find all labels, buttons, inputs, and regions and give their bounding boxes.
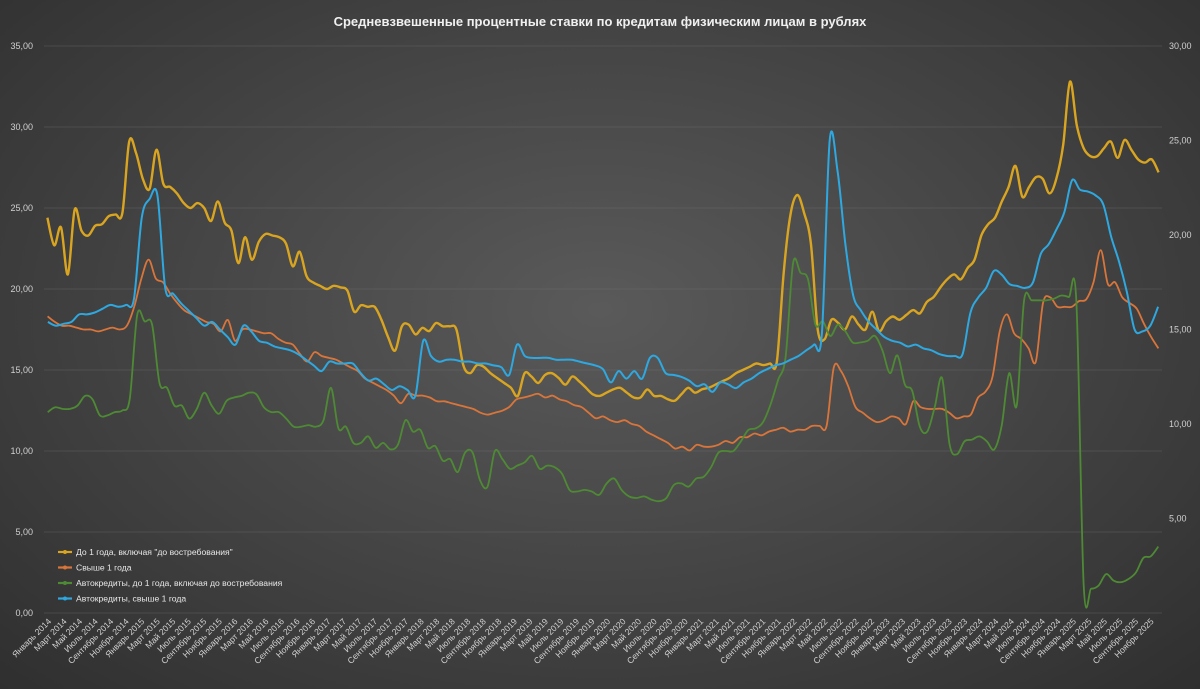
left-tick-label: 35,00	[10, 41, 33, 51]
legend-marker	[63, 596, 67, 601]
left-tick-label: 30,00	[10, 122, 33, 132]
right-tick-label: 10,00	[1169, 419, 1192, 429]
series-line-3	[47, 257, 1160, 609]
legend-label: Свыше 1 года	[76, 563, 132, 573]
left-tick-label: 0,00	[15, 608, 33, 618]
legend-label: До 1 года, включая "до востребования"	[76, 547, 233, 557]
right-axis-ticks: 5,00 10,00 15,00 20,00 25,00 30,00	[1169, 41, 1192, 524]
left-tick-label: 15,00	[10, 365, 33, 375]
chart-title: Средневзвешенные процентные ставки по кр…	[334, 14, 868, 29]
right-tick-label: 5,00	[1169, 514, 1187, 524]
left-tick-label: 10,00	[10, 446, 33, 456]
right-tick-label: 15,00	[1169, 325, 1192, 335]
legend-marker	[63, 581, 67, 585]
left-tick-label: 5,00	[15, 527, 33, 537]
legend-label: Автокредиты, до 1 года, включая до востр…	[76, 578, 283, 588]
legend-label: Автокредиты, свыше 1 года	[76, 594, 186, 604]
left-axis-ticks: 0,00 5,00 10,00 15,00 20,00 25,00 30,00 35,00	[10, 41, 33, 618]
left-tick-label: 20,00	[10, 284, 33, 294]
right-tick-label: 20,00	[1169, 230, 1192, 240]
legend-marker	[63, 550, 67, 554]
legend-marker	[63, 565, 67, 570]
series-lines	[46, 80, 1160, 609]
legend: До 1 года, включая "до востребования" Свы…	[58, 547, 283, 604]
grid-lines	[44, 45, 1162, 614]
series-line-1	[46, 80, 1160, 403]
series-line-2	[47, 249, 1160, 452]
right-tick-label: 30,00	[1169, 41, 1192, 51]
series-line-4	[47, 130, 1160, 400]
right-tick-label: 25,00	[1169, 136, 1192, 146]
left-tick-label: 25,00	[10, 203, 33, 213]
